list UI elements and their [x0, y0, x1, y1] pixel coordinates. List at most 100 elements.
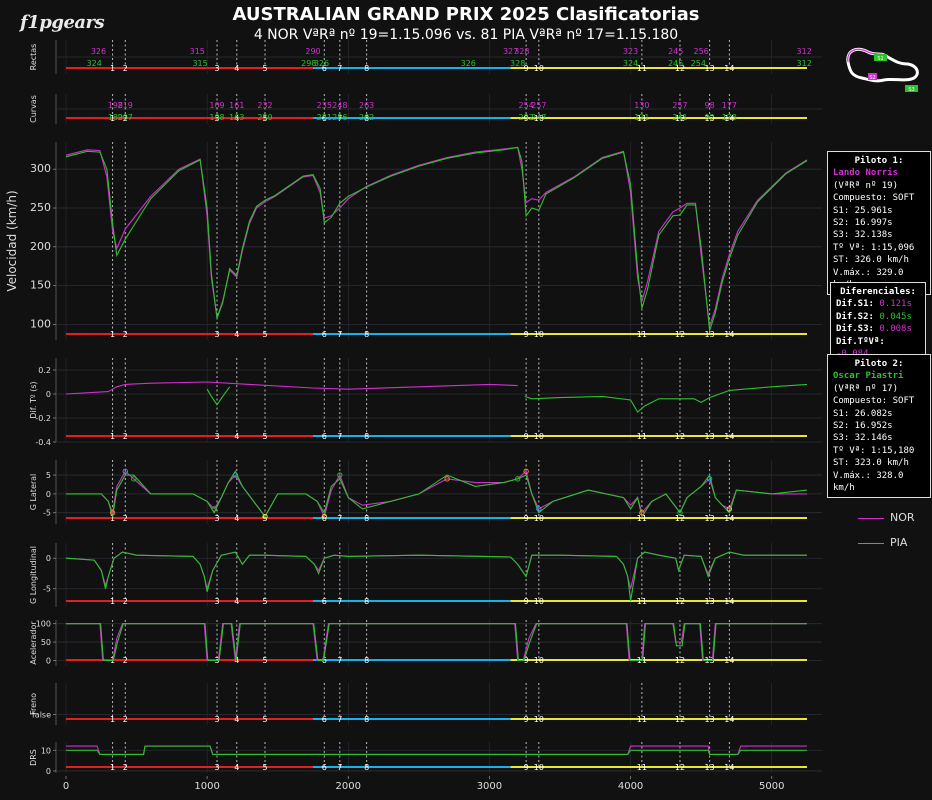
pia-speed-label: 207: [118, 113, 133, 122]
x-tick-label: 5000: [759, 781, 784, 792]
driver1-s1: S1: 25.961s: [833, 205, 893, 216]
glat-peak-marker: [337, 472, 343, 478]
pia-speed-label: 173: [722, 113, 737, 122]
glat-peak-marker: [444, 476, 450, 482]
legend-pia: PIA: [858, 536, 907, 549]
nor-speed-label: 326: [91, 47, 106, 56]
corner-label: 11: [637, 330, 647, 339]
pia-speed-label: 231: [317, 113, 332, 122]
corner-label: 14: [724, 514, 734, 523]
x-tick-label: 4000: [618, 781, 643, 792]
corner-label: 11: [637, 432, 647, 441]
nor-speed-label: 98: [705, 101, 715, 110]
corner-label: 7: [337, 114, 342, 123]
corner-label: 9: [524, 715, 529, 724]
corner-label: 7: [337, 514, 342, 523]
corner-label: 6: [322, 114, 327, 123]
corner-label: 8: [364, 64, 369, 73]
nor-speed-label: 312: [797, 47, 812, 56]
corner-label: 9: [524, 432, 529, 441]
glat-peak-marker: [321, 513, 327, 520]
nor-speed-label: 198: [108, 101, 123, 110]
corner-label: 8: [364, 656, 369, 665]
diff-value: 0.008s: [879, 324, 912, 335]
panel-glong: -50G Longitudinal 1 2 3 4 5 6 7 8 9 10 11 12 13 14: [29, 543, 822, 607]
corner-label: 11: [637, 715, 647, 724]
driver1-name: Lando Norris: [833, 168, 899, 179]
series-line-nor: [65, 381, 518, 395]
driver1-heading: Piloto 1:: [854, 156, 904, 166]
corner-label: 11: [637, 64, 647, 73]
corner-label: 14: [724, 715, 734, 724]
y-tick-label: -5: [43, 509, 51, 518]
corner-label: 2: [123, 330, 128, 339]
corner-label: 7: [337, 597, 342, 606]
y-tick-label: 0.2: [38, 366, 51, 375]
corner-label: 8: [364, 330, 369, 339]
corner-label: 3: [214, 64, 219, 73]
glat-peak-marker: [639, 510, 645, 516]
corner-label: 13: [705, 763, 715, 772]
nor-speed-label: 290: [305, 47, 320, 56]
corner-label: 1: [110, 715, 115, 724]
x-tick-label: 2000: [336, 781, 361, 792]
corner-label: 2: [123, 432, 128, 441]
corner-label: 12: [675, 763, 685, 772]
y-tick-label: 300: [30, 162, 51, 175]
corner-label: 3: [214, 114, 219, 123]
driver2-infobox: Piloto 2: Oscar Piastri (VªRª nº 17) Com…: [827, 354, 931, 499]
corner-label: 6: [322, 597, 327, 606]
corner-label: 2: [123, 763, 128, 772]
series-line-pia: [65, 551, 807, 601]
corner-label: 10: [534, 763, 544, 772]
corner-label: 4: [234, 656, 239, 665]
corner-label: 6: [322, 656, 327, 665]
corner-label: 4: [234, 514, 239, 523]
legend-nor-label: NOR: [890, 511, 915, 524]
series-line-pia: [65, 146, 808, 331]
pia-speed-label: 247: [531, 113, 546, 122]
corner-label: 9: [524, 514, 529, 523]
corner-label: 8: [364, 514, 369, 523]
pia-speed-label: 92: [705, 113, 715, 122]
corner-label: 8: [364, 715, 369, 724]
diff-label: Dif.S2:: [836, 311, 874, 322]
sector-tag: [868, 73, 877, 80]
corner-label: 9: [524, 114, 529, 123]
corner-label: 6: [322, 330, 327, 339]
y-tick-label: 200: [30, 240, 51, 253]
sector-tag: [874, 54, 887, 61]
glat-peak-marker: [536, 506, 542, 512]
pia-speed-label: 328: [510, 59, 525, 68]
corner-label: 14: [724, 763, 734, 772]
driver2-laptime: Tº Vª: 1:15,180: [833, 445, 915, 456]
corner-label: 7: [337, 656, 342, 665]
corner-label: 4: [234, 330, 239, 339]
driver2-st: ST: 323.0 km/h: [833, 458, 909, 469]
chart-title: AUSTRALIAN GRAND PRIX 2025 Clasificatori…: [232, 4, 700, 25]
pia-speed-label: 241: [672, 113, 687, 122]
pia-speed-label: 254: [691, 59, 706, 68]
corner-label: 13: [705, 597, 715, 606]
corner-label: 10: [534, 715, 544, 724]
driver2-vmax: V.máx.: 328.0 km/h: [833, 470, 904, 494]
corner-label: 10: [534, 114, 544, 123]
nor-speed-label: 235: [317, 101, 332, 110]
sector-tag-label: S2: [869, 75, 875, 81]
corner-label: 12: [675, 597, 685, 606]
diff-label: Dif.S3:: [836, 324, 874, 335]
corner-label: 4: [234, 763, 239, 772]
glat-peak-marker: [523, 468, 529, 474]
nor-speed-label: 109: [209, 101, 224, 110]
glat-peak-marker: [677, 510, 683, 516]
corner-label: 5: [262, 432, 267, 441]
pia-speed-label: 108: [209, 113, 224, 122]
nor-speed-label: 232: [257, 101, 272, 110]
corner-label: 7: [337, 330, 342, 339]
corner-label: 6: [322, 763, 327, 772]
corner-label: 1: [110, 432, 115, 441]
pia-speed-label: 326: [314, 59, 329, 68]
nor-speed-label: 245: [668, 47, 683, 56]
corner-label: 7: [337, 763, 342, 772]
